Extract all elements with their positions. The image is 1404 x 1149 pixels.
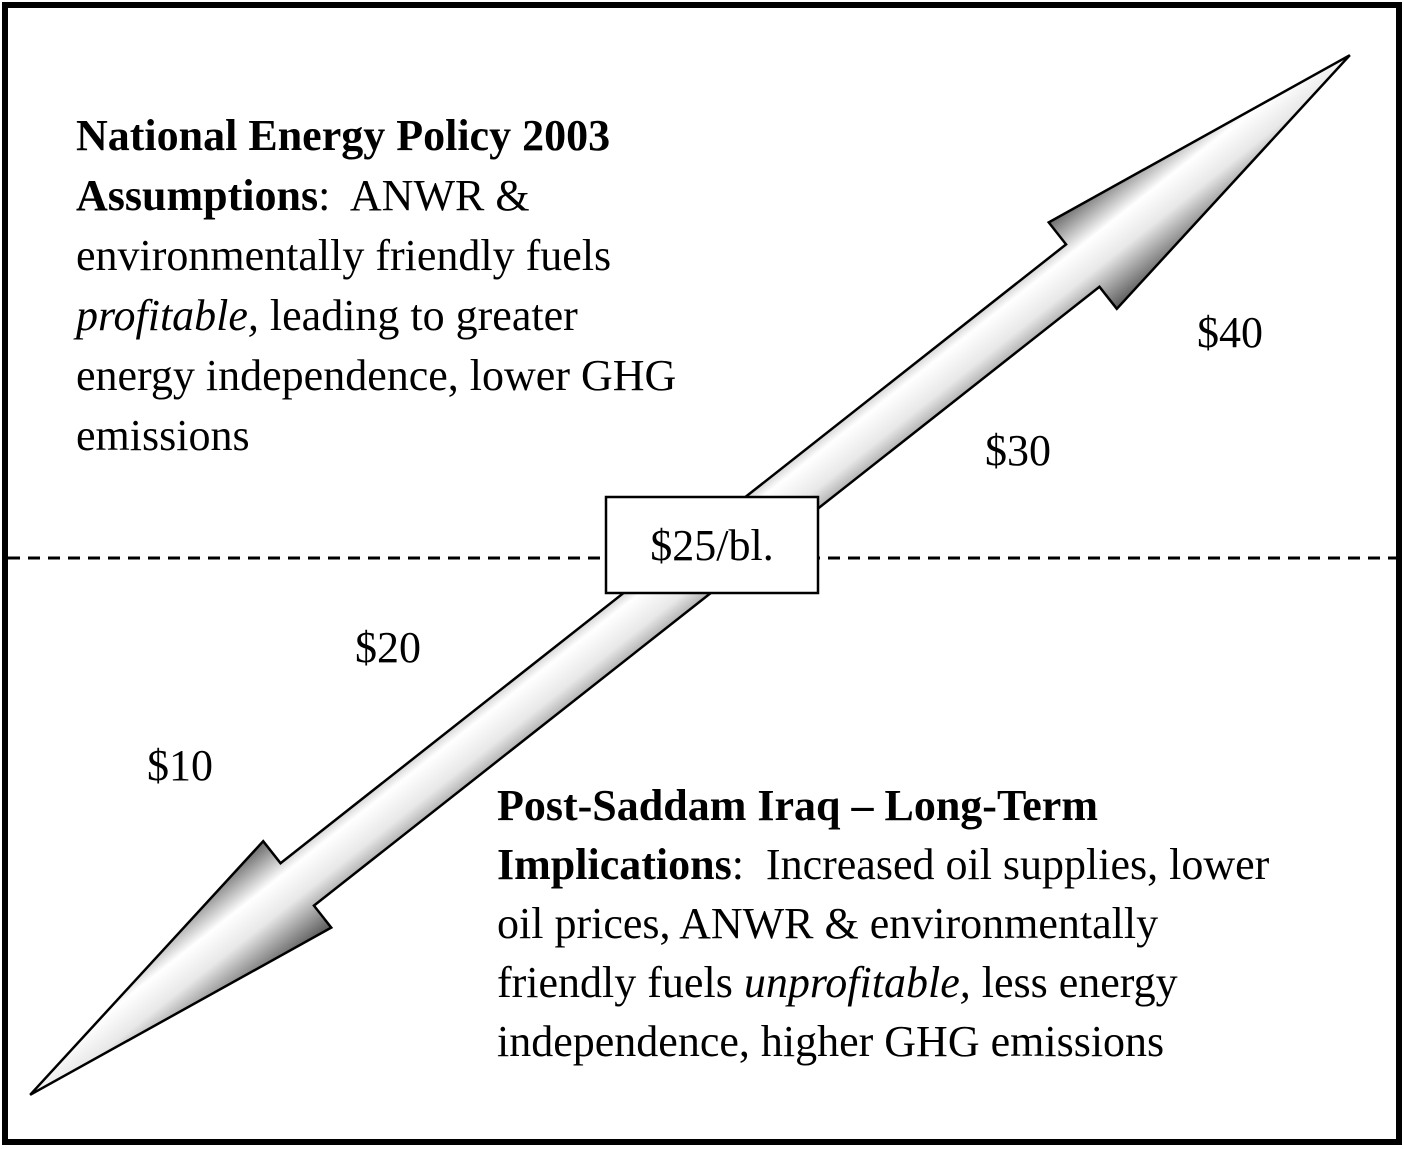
price-label: $40 — [1197, 308, 1263, 357]
text-line: Implications: Increased oil supplies, lo… — [497, 840, 1270, 889]
text-line: Assumptions: ANWR & — [76, 171, 530, 220]
text-segment: unprofitable, — [744, 958, 971, 1007]
price-label: $10 — [147, 741, 213, 790]
text-segment: oil prices, ANWR & environmentally — [497, 899, 1158, 948]
center-label: $25/bl. — [650, 521, 773, 570]
text-segment: Implications — [497, 840, 732, 889]
price-label: $20 — [355, 623, 421, 672]
text-line: National Energy Policy 2003 — [76, 111, 610, 160]
text-line: oil prices, ANWR & environmentally — [497, 899, 1158, 948]
text-segment: emissions — [76, 411, 250, 460]
text-line: Post-Saddam Iraq – Long-Term — [497, 781, 1098, 830]
text-line: friendly fuels unprofitable, less energy — [497, 958, 1178, 1007]
text-segment: : ANWR & — [318, 171, 529, 220]
text-segment: Assumptions — [76, 171, 318, 220]
text-segment: : Increased oil supplies, lower — [732, 840, 1270, 889]
text-segment: environmentally friendly fuels — [76, 231, 611, 280]
text-segment: less energy — [971, 958, 1178, 1007]
text-segment: independence, higher GHG emissions — [497, 1017, 1164, 1066]
text-segment: National Energy Policy 2003 — [76, 111, 610, 160]
text-segment: profitable, — [73, 291, 259, 340]
text-line: independence, higher GHG emissions — [497, 1017, 1164, 1066]
text-line: emissions — [76, 411, 250, 460]
text-line: energy independence, lower GHG — [76, 351, 676, 400]
text-segment: Post-Saddam Iraq – Long-Term — [497, 781, 1098, 830]
text-line: profitable, leading to greater — [73, 291, 578, 340]
text-segment: energy independence, lower GHG — [76, 351, 676, 400]
price-label: $30 — [985, 426, 1051, 475]
center-box — [604, 495, 820, 595]
text-segment: friendly fuels — [497, 958, 744, 1007]
text-line: environmentally friendly fuels — [76, 231, 611, 280]
text-segment: leading to greater — [259, 291, 578, 340]
